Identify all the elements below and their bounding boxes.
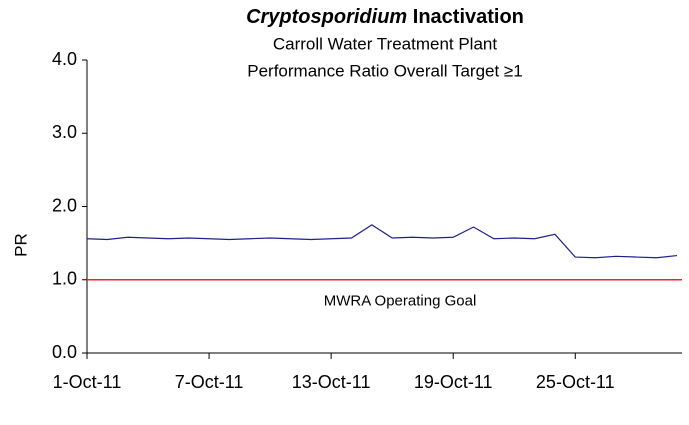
goal-label: MWRA Operating Goal [324,293,477,310]
y-tick-label: 4.0 [52,49,77,69]
title-rest: Inactivation [413,6,524,28]
y-tick-label: 0.0 [52,342,77,362]
x-tick-label: 19-Oct-11 [414,372,493,392]
subtitle: Carroll Water Treatment Plant [273,34,497,53]
chart-title: Cryptosporidium Inactivation [246,6,524,28]
y-tick-label: 3.0 [52,122,77,142]
x-tick-label: 25-Oct-11 [536,372,615,392]
data-line [86,224,678,259]
subtitle: Performance Ratio Overall Target ≥1 [247,61,522,80]
x-tick-label: 1-Oct-11 [53,372,122,392]
y-tick-label: 2.0 [52,195,77,215]
x-tick-label: 13-Oct-11 [292,372,371,392]
y-tick-label: 1.0 [52,269,77,289]
title-italic: Cryptosporidium [246,6,407,28]
x-tick-label: 7-Oct-11 [175,372,244,392]
y-axis-label: PR [11,233,30,257]
